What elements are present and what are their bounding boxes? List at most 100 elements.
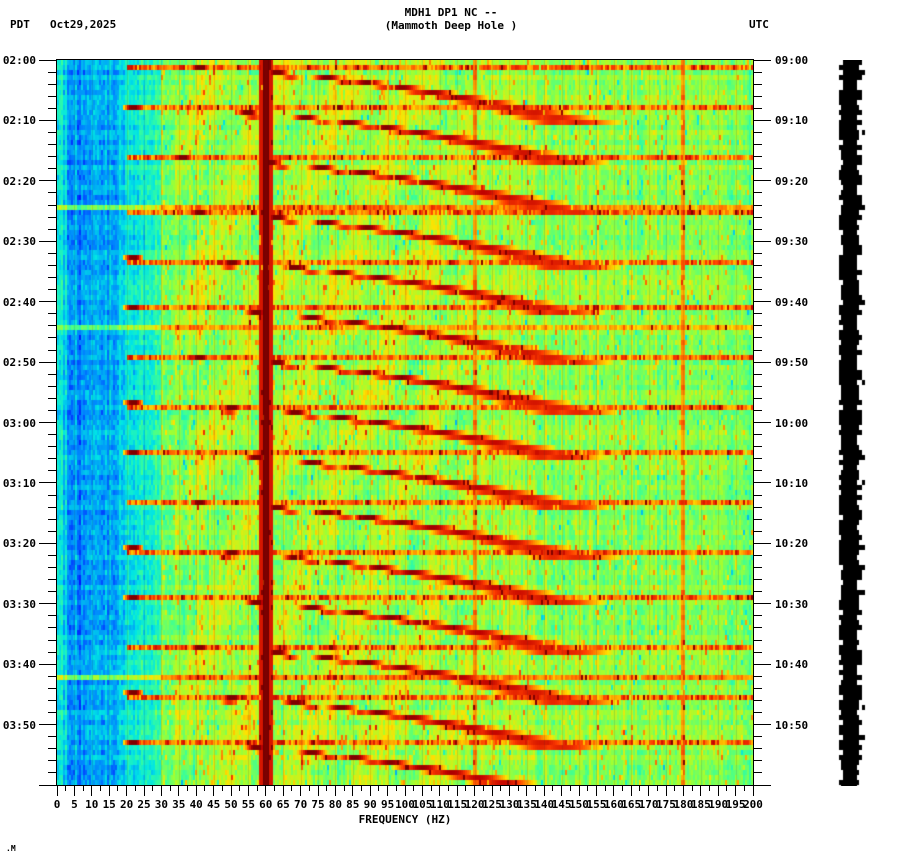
right-axis-time-label: 10:30 <box>775 597 809 611</box>
x-axis-major-tick <box>56 785 58 796</box>
x-axis-major-tick <box>648 785 650 796</box>
x-axis-minor-tick <box>204 785 206 791</box>
right-axis-minor-tick <box>753 736 762 738</box>
x-axis-minor-tick <box>535 785 536 791</box>
x-axis-minor-tick <box>117 785 119 791</box>
x-axis-minor-tick <box>482 785 484 791</box>
x-axis-minor-tick <box>413 785 415 791</box>
x-axis-minor-tick <box>343 785 345 791</box>
right-axis-time-label: 09:40 <box>775 295 809 309</box>
x-axis-major-tick <box>474 785 476 796</box>
x-axis-major-tick <box>700 785 702 796</box>
left-axis-time-label: 03:10 <box>2 476 36 490</box>
left-axis-minor-tick <box>48 204 57 206</box>
right-axis-minor-tick <box>753 518 762 520</box>
left-axis-major-tick <box>39 482 57 484</box>
left-axis-minor-tick <box>48 71 57 73</box>
left-axis-minor-tick <box>48 627 57 629</box>
spectrogram-canvas <box>57 60 753 785</box>
left-axis-minor-tick <box>48 567 57 568</box>
left-axis-time-label: 02:40 <box>2 295 36 309</box>
right-axis-minor-tick <box>753 168 762 170</box>
x-axis-minor-tick <box>274 785 275 791</box>
left-axis-major-tick <box>39 59 57 61</box>
right-axis-major-tick <box>753 422 771 423</box>
x-axis-major-tick <box>126 785 128 796</box>
right-axis-minor-tick <box>753 313 762 315</box>
right-axis-minor-tick <box>753 434 762 436</box>
left-axis-minor-tick <box>48 470 57 472</box>
x-axis-minor-tick <box>100 785 101 791</box>
left-axis-minor-tick <box>48 325 57 327</box>
left-axis-minor-tick <box>48 446 57 448</box>
right-axis-minor-tick <box>753 494 762 496</box>
left-axis-minor-tick <box>48 687 57 689</box>
right-axis-time-label: 09:30 <box>775 235 809 249</box>
x-axis-minor-tick <box>691 785 693 791</box>
right-axis-minor-tick <box>753 289 762 291</box>
x-axis-frequency-label: 25 <box>137 798 151 811</box>
right-axis-major-tick <box>753 724 771 726</box>
x-axis-major-tick <box>143 785 145 796</box>
x-axis-frequency-label: 65 <box>276 798 290 811</box>
right-axis-major-tick <box>753 119 771 121</box>
right-axis-minor-tick <box>753 712 762 713</box>
left-axis-time-label: 03:00 <box>2 416 36 430</box>
left-axis-major-tick <box>39 301 57 303</box>
x-axis-minor-tick <box>395 785 397 791</box>
left-axis-minor-tick <box>48 168 57 170</box>
x-axis-major-tick <box>526 785 528 796</box>
x-axis-minor-tick <box>448 785 449 791</box>
x-axis-frequency-label: 85 <box>346 798 360 811</box>
x-axis-frequency-label: 110 <box>429 798 450 811</box>
left-axis-major-tick <box>39 784 57 786</box>
x-axis-frequency-label: 5 <box>71 798 78 811</box>
left-axis-minor-tick <box>48 349 57 351</box>
x-axis-major-tick <box>578 785 580 796</box>
right-axis-time-label: 10:40 <box>775 658 809 672</box>
right-axis-minor-tick <box>753 651 762 653</box>
left-axis-minor-tick <box>48 264 57 266</box>
left-axis-time-label: 02:00 <box>2 54 36 67</box>
right-axis-time-label: 10:10 <box>775 476 809 490</box>
right-axis-time-label: 09:50 <box>775 356 809 370</box>
left-axis-minor-tick <box>48 289 57 291</box>
left-axis-minor-tick <box>48 192 57 194</box>
right-axis-minor-tick <box>753 252 762 254</box>
right-axis-minor-tick <box>753 627 762 629</box>
right-axis-minor-tick <box>753 264 762 266</box>
x-axis-minor-tick <box>169 785 171 791</box>
left-axis-minor-tick <box>48 144 57 146</box>
left-axis-minor-tick <box>48 639 57 641</box>
right-axis-time-label: 10:20 <box>775 537 809 551</box>
x-axis-minor-tick <box>569 785 571 791</box>
left-axis-minor-tick <box>48 699 57 701</box>
right-axis-major-tick <box>753 542 771 544</box>
x-axis-label: FREQUENCY (HZ) <box>358 813 452 826</box>
left-axis-minor-tick <box>48 132 57 133</box>
right-axis-minor-tick <box>753 204 762 206</box>
x-axis-major-tick <box>439 785 441 796</box>
right-axis-minor-tick <box>753 458 762 460</box>
left-axis-time-label: 03:40 <box>2 658 36 672</box>
x-axis-frequency-label: 40 <box>189 798 203 811</box>
left-axis-time-label: 02:30 <box>2 235 36 249</box>
x-axis-major-tick <box>508 785 510 796</box>
right-axis-minor-tick <box>753 349 762 351</box>
x-axis-frequency-label: 75 <box>311 798 325 811</box>
right-axis-minor-tick <box>753 397 762 399</box>
spectrogram-plot <box>57 60 753 785</box>
x-axis-major-tick <box>213 785 215 796</box>
x-axis-minor-tick <box>639 785 641 791</box>
x-axis-minor-tick <box>517 785 519 791</box>
x-axis-minor-tick <box>134 785 136 791</box>
x-axis-frequency-label: 195 <box>725 798 746 811</box>
left-axis-minor-tick <box>48 397 57 399</box>
right-axis-major-tick <box>753 180 771 182</box>
x-axis-major-tick <box>369 785 371 796</box>
right-axis-minor-tick <box>753 506 762 508</box>
x-axis-minor-tick <box>239 785 241 791</box>
left-axis-minor-tick <box>48 373 57 375</box>
left-axis-time-label: 03:50 <box>2 718 36 732</box>
right-axis-time-label: 09:10 <box>775 114 809 128</box>
